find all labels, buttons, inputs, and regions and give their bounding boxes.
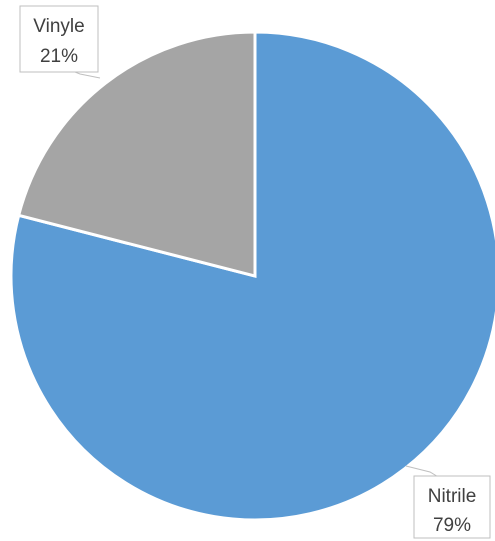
nitrile-label-box [413, 475, 491, 539]
vinyle-label-box [19, 5, 99, 73]
nitrile-label-percent: 79% [433, 515, 471, 536]
pie-slices [9, 30, 495, 522]
vinyle-label-percent: 21% [40, 46, 78, 67]
vinyle-label-name: Vinyle [33, 16, 84, 37]
pie-slice-vinyle [16, 30, 257, 278]
nitrile-label-name: Nitrile [428, 486, 477, 507]
